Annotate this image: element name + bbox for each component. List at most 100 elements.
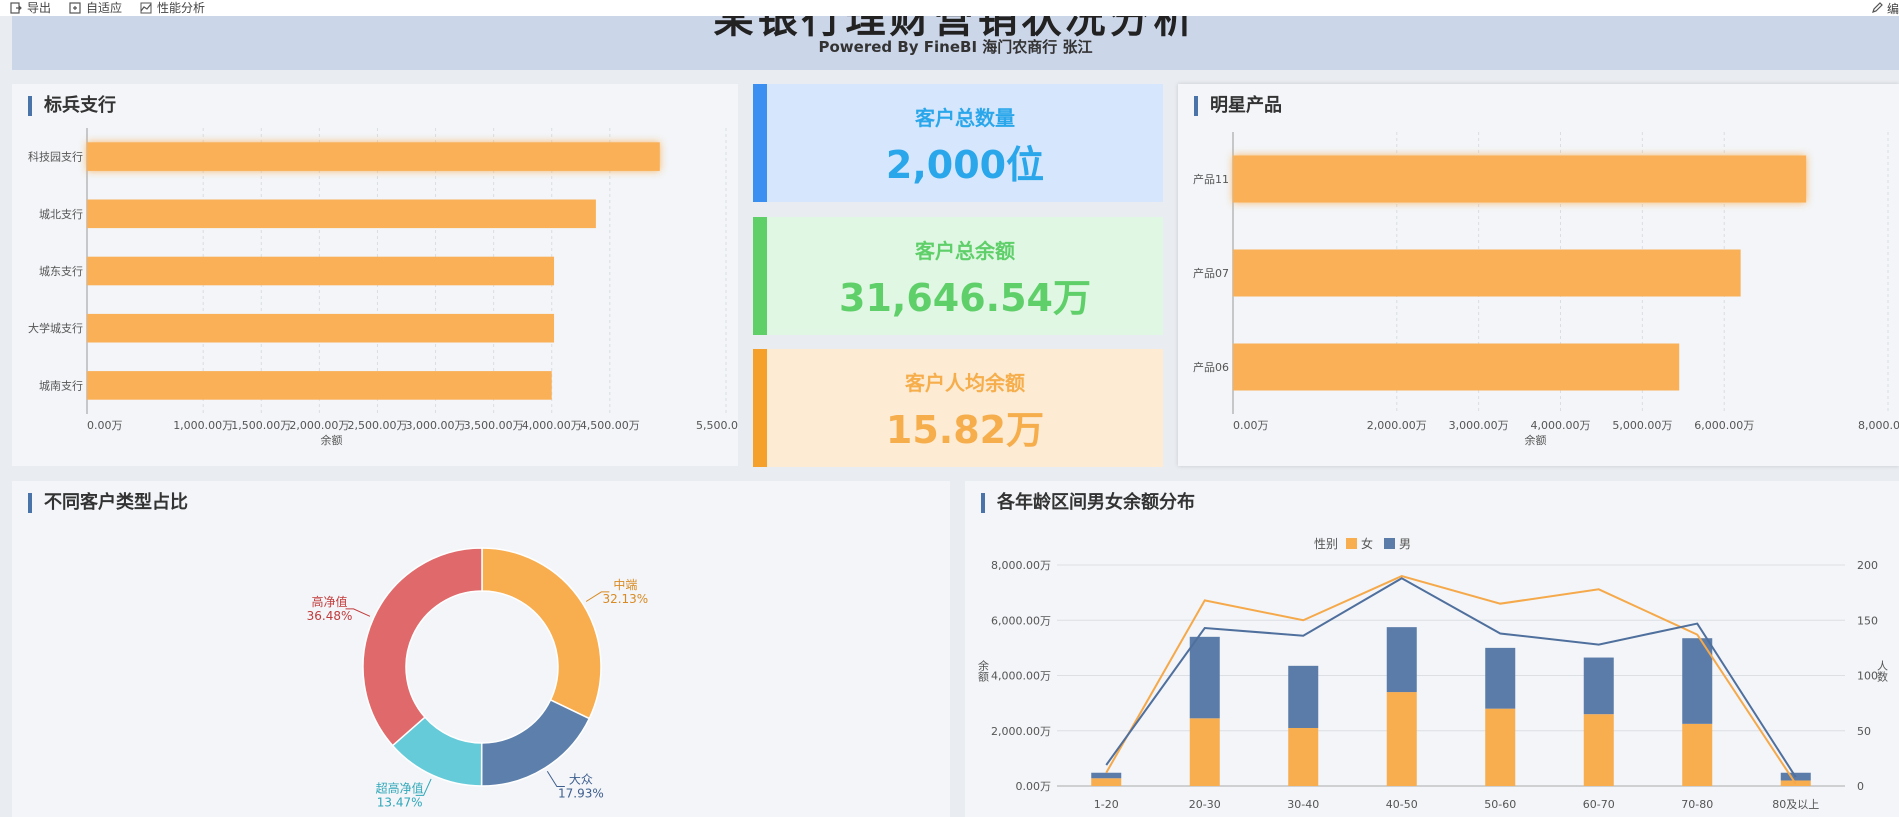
export-label: 导出 xyxy=(27,1,52,15)
toolbar: 导出 自适应 性能分析 编 xyxy=(0,0,1899,16)
legend-swatch xyxy=(1346,538,1357,549)
kpi-accent-bar xyxy=(753,217,767,335)
edit-button[interactable]: 编 xyxy=(1871,0,1899,16)
header-banner: 某银行理财营销状况分析 Powered By FineBI 海门农商行 张江 xyxy=(12,16,1899,70)
kpi-accent-bar xyxy=(753,349,767,467)
bar-segment xyxy=(1682,638,1713,724)
y2-tick-label: 0 xyxy=(1857,780,1864,793)
age-gender-title: 各年龄区间男女余额分布 xyxy=(981,493,1195,513)
bar xyxy=(87,199,596,229)
kpi-value: 15.82万 xyxy=(885,408,1045,452)
bar-segment xyxy=(1583,657,1614,715)
x-tick-label: 2,000.00万 xyxy=(1367,419,1427,432)
bar xyxy=(87,256,555,286)
x-tick-label: 3,000.00万 xyxy=(406,419,466,432)
age-gender-panel: 各年龄区间男女余额分布 性别 女 男 0.00万 2,000.00万 4,000.00万 6… xyxy=(965,481,1899,817)
bar xyxy=(87,371,552,400)
bar-segment xyxy=(1485,708,1516,786)
x-tick-label: 5,500.00万 xyxy=(696,419,738,432)
pie-leader-line xyxy=(415,778,432,796)
pie-label-name: 超高净值 xyxy=(376,780,424,795)
kpi-value: 31,646.54万 xyxy=(839,276,1091,320)
y-tick-label: 科技园支行 xyxy=(28,150,83,164)
x-axis-label: 余额 xyxy=(1525,433,1547,447)
bar-segment xyxy=(1288,727,1319,786)
kpi-accent-bar xyxy=(753,84,767,202)
x-tick-label: 1,500.00万 xyxy=(231,419,291,432)
bar xyxy=(1233,249,1741,297)
x-tick-label: 1-20 xyxy=(1094,798,1119,811)
y-tick-label: 4,000.00万 xyxy=(991,670,1051,683)
branches-chart: 0.00万 1,000.00万1,500.00万2,000.00万2,500.00… xyxy=(28,128,738,447)
x-tick-label: 4,000.00万 xyxy=(522,419,582,432)
y2-tick-label: 100 xyxy=(1857,670,1878,683)
pie-label-pct: 17.93% xyxy=(558,786,604,800)
bar xyxy=(1233,343,1680,391)
x-tick-label: 3,500.00万 xyxy=(464,419,524,432)
customer-types-panel: 不同客户类型占比 中端 32.13% 大众 17.93% 超高净值 13.47% 高净值 36… xyxy=(12,481,950,817)
pie-leader-line xyxy=(546,770,565,787)
adapt-icon xyxy=(69,2,81,14)
x-tick-label: 2,000.00万 xyxy=(289,419,349,432)
performance-button[interactable]: 性能分析 xyxy=(140,2,205,14)
legend-title: 性别 xyxy=(1314,537,1338,551)
y-tick-label: 2,000.00万 xyxy=(991,725,1051,738)
legend-label: 男 xyxy=(1399,537,1411,551)
y-tick-label: 0.00万 xyxy=(1016,780,1052,793)
bar xyxy=(1233,155,1807,203)
bar xyxy=(87,142,660,171)
y-tick-label: 城北支行 xyxy=(39,208,83,221)
x-tick-label: 0.00万 xyxy=(87,419,123,432)
bar-segment xyxy=(1682,723,1713,786)
pie-label-name: 中端 xyxy=(613,577,637,592)
export-button[interactable]: 导出 xyxy=(10,2,51,14)
x-tick-label: 1,000.00万 xyxy=(173,419,233,432)
y-axis-label: 余额 xyxy=(977,659,990,683)
adapt-label: 自适应 xyxy=(86,1,123,15)
bar-segment xyxy=(1485,647,1516,709)
y2-tick-label: 50 xyxy=(1857,725,1871,738)
edit-label: 编 xyxy=(1886,1,1899,16)
pie-slice xyxy=(362,547,483,747)
y-tick-label: 8,000.00万 xyxy=(991,559,1051,572)
x-tick-label: 4,000.00万 xyxy=(1531,419,1591,432)
pie-leader-line xyxy=(345,608,371,617)
y-tick-label: 产品11 xyxy=(1193,172,1229,186)
bar-segment xyxy=(1189,718,1220,786)
pie-slice xyxy=(481,547,602,720)
x-tick-label: 5,000.00万 xyxy=(1612,419,1672,432)
edit-icon xyxy=(1872,2,1883,13)
kpi-label: 客户总数量 xyxy=(915,106,1015,130)
pie-label-pct: 32.13% xyxy=(602,592,648,606)
x-tick-label: 40-50 xyxy=(1386,798,1418,811)
legend-swatch xyxy=(1384,538,1395,549)
adapt-button[interactable]: 自适应 xyxy=(69,2,122,14)
bar-segment xyxy=(1583,714,1614,786)
kpi-customer-count: 客户总数量 2,000位 xyxy=(753,84,1163,202)
pie-label-name: 大众 xyxy=(569,772,593,786)
bar-segment xyxy=(1189,636,1220,719)
x-tick-label: 0.00万 xyxy=(1233,419,1269,432)
bar-segment xyxy=(1288,665,1319,728)
branches-title: 标兵支行 xyxy=(28,96,116,116)
pie-label-pct: 13.47% xyxy=(377,795,423,809)
y-tick-label: 产品06 xyxy=(1193,360,1229,374)
branches-panel: 标兵支行 0.00万 1,000.00万 1,500.00万 2,000.00万 2,5… xyxy=(12,84,738,466)
x-tick-label: 50-60 xyxy=(1484,798,1516,811)
y-tick-label: 城东支行 xyxy=(39,265,83,278)
bar-segment xyxy=(1386,692,1417,786)
x-tick-label: 6,000.00万 xyxy=(1694,419,1754,432)
y-tick-label: 产品07 xyxy=(1193,266,1229,280)
x-tick-label: 60-70 xyxy=(1583,798,1615,811)
kpi-label: 客户人均余额 xyxy=(905,371,1025,395)
x-tick-label: 3,000.00万 xyxy=(1449,419,1509,432)
x-tick-label: 30-40 xyxy=(1287,798,1319,811)
y-tick-label: 城南支行 xyxy=(39,379,83,392)
y-tick-label: 6,000.00万 xyxy=(991,614,1051,627)
x-tick-label: 20-30 xyxy=(1189,798,1221,811)
kpi-total-balance: 客户总余额 31,646.54万 xyxy=(753,217,1163,335)
pie-label-pct: 36.48% xyxy=(307,609,353,623)
pie-label-name: 高净值 xyxy=(312,594,348,609)
age-gender-chart: 性别 女 男 0.00万 2,000.00万 4,000.00万 6,000.00万 8,00… xyxy=(977,536,1889,811)
